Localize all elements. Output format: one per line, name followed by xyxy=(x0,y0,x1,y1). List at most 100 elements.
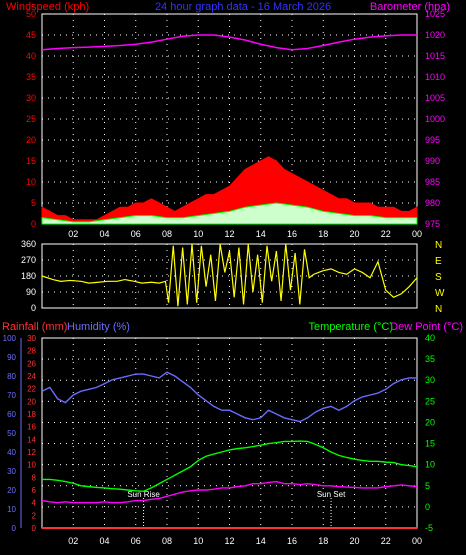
humidity-tick-label: 40 xyxy=(7,448,16,457)
barometer-tick-label: 980 xyxy=(425,198,440,208)
x-tick-label: 04 xyxy=(99,229,109,239)
dewpoint-line xyxy=(41,480,418,504)
direction-tick-label: 180 xyxy=(21,271,36,281)
barometer-tick-label: 1025 xyxy=(425,9,445,19)
rainfall-tick-label: 24 xyxy=(27,372,36,381)
barometer-tick-label: 1015 xyxy=(425,51,445,61)
temperature-tick-label: 20 xyxy=(425,417,435,427)
barometer-tick-label: 985 xyxy=(425,177,440,187)
temperature-tick-label: 10 xyxy=(425,460,435,470)
temperature-tick-label: -5 xyxy=(425,523,433,533)
rainfall-tick-label: 6 xyxy=(32,486,37,495)
wind-direction-line xyxy=(41,243,418,307)
x-tick-label: 12 xyxy=(224,229,234,239)
windspeed-tick-label: 5 xyxy=(31,198,36,208)
humidity-tick-label: 20 xyxy=(7,486,16,495)
x-tick-label: 18 xyxy=(318,536,328,546)
windspeed-tick-label: 45 xyxy=(26,30,36,40)
temperature-tick-label: 35 xyxy=(425,354,435,364)
barometer-tick-label: 975 xyxy=(425,219,440,229)
windspeed-tick-label: 50 xyxy=(26,9,36,19)
windspeed-tick-label: 15 xyxy=(26,156,36,166)
x-tick-label: 04 xyxy=(99,536,109,546)
rainfall-tick-label: 0 xyxy=(32,524,37,533)
barometer-tick-label: 1000 xyxy=(425,114,445,124)
rainfall-tick-label: 10 xyxy=(27,461,36,470)
x-tick-label: 02 xyxy=(68,536,78,546)
rainfall-tick-label: 16 xyxy=(27,423,36,432)
windspeed-axis-title: Windspeed (kph) xyxy=(6,1,89,13)
temperature-axis-title: Temperature (°C) xyxy=(309,321,393,333)
compass-label: S xyxy=(435,272,442,283)
direction-tick-label: 0 xyxy=(31,303,36,313)
x-tick-label: 10 xyxy=(193,229,203,239)
x-tick-label: 20 xyxy=(349,229,359,239)
rainfall-tick-label: 14 xyxy=(27,435,36,444)
x-tick-label: 06 xyxy=(131,229,141,239)
temperature-tick-label: 15 xyxy=(425,439,435,449)
x-tick-label: 20 xyxy=(349,536,359,546)
compass-label: N xyxy=(435,240,442,251)
temperature-line xyxy=(42,440,418,492)
humidity-line xyxy=(41,371,417,423)
x-tick-label: 16 xyxy=(287,536,297,546)
x-tick-label: 14 xyxy=(256,229,266,239)
x-tick-label: 22 xyxy=(381,229,391,239)
barometer-tick-label: 1010 xyxy=(425,72,445,82)
barometer-line xyxy=(41,34,417,51)
chart-title: 24 hour graph data - 16 March 2026 xyxy=(155,1,331,13)
direction-tick-label: 270 xyxy=(21,255,36,265)
x-tick-label: 06 xyxy=(131,536,141,546)
humidity-tick-label: 0 xyxy=(12,524,17,533)
temperature-tick-label: 5 xyxy=(425,481,430,491)
windspeed-tick-label: 10 xyxy=(26,177,36,187)
temperature-tick-label: 25 xyxy=(425,396,435,406)
windspeed-area xyxy=(41,156,418,225)
sun-marker-label: Sun Rise xyxy=(127,490,160,499)
rainfall-tick-label: 4 xyxy=(32,499,37,508)
humidity-tick-label: 60 xyxy=(7,410,16,419)
windspeed-tick-label: 40 xyxy=(26,51,36,61)
direction-tick-label: 90 xyxy=(26,287,36,297)
barometer-tick-label: 1005 xyxy=(425,93,445,103)
plot-frame xyxy=(41,337,418,529)
temperature-tick-label: 0 xyxy=(425,502,430,512)
rainfall-tick-label: 26 xyxy=(27,359,36,368)
rainfall-tick-label: 20 xyxy=(27,397,36,406)
dewpoint-axis-title: Dew Point (°C) xyxy=(390,321,463,333)
x-tick-label: 08 xyxy=(162,536,172,546)
humidity-tick-label: 10 xyxy=(7,505,16,514)
humidity-temperature-panel: 02 04 06 08 10 12 14 16 18 20 22 00-505101520253035… xyxy=(3,333,435,546)
compass-label: E xyxy=(435,256,442,267)
x-tick-label: 12 xyxy=(224,536,234,546)
rainfall-tick-label: 2 xyxy=(32,511,37,520)
x-tick-label: 14 xyxy=(256,536,266,546)
humidity-tick-label: 80 xyxy=(7,372,16,381)
windspeed-tick-label: 25 xyxy=(26,114,36,124)
barometer-tick-label: 995 xyxy=(425,135,440,145)
barometer-tick-label: 990 xyxy=(425,156,440,166)
temperature-tick-label: 30 xyxy=(425,375,435,385)
rainfall-axis-title: Rainfall (mm) xyxy=(2,321,67,333)
rainfall-tick-label: 28 xyxy=(27,347,36,356)
humidity-tick-label: 30 xyxy=(7,467,16,476)
x-tick-label: 08 xyxy=(162,229,172,239)
humidity-tick-label: 90 xyxy=(7,353,16,362)
x-tick-label: 16 xyxy=(287,229,297,239)
x-tick-label: 00 xyxy=(412,229,422,239)
windspeed-tick-label: 0 xyxy=(31,219,36,229)
windspeed-tick-label: 20 xyxy=(26,135,36,145)
average-wind-area xyxy=(41,202,418,225)
x-tick-label: 22 xyxy=(381,536,391,546)
x-tick-label: 00 xyxy=(412,536,422,546)
x-tick-label: 18 xyxy=(318,229,328,239)
direction-tick-label: 360 xyxy=(21,239,36,249)
x-tick-label: 02 xyxy=(68,229,78,239)
humidity-tick-label: 100 xyxy=(3,334,17,343)
humidity-tick-label: 70 xyxy=(7,391,16,400)
barometer-axis-title: Barometer (hpa) xyxy=(370,1,450,13)
compass-label: W xyxy=(435,288,445,299)
x-tick-label: 10 xyxy=(193,536,203,546)
